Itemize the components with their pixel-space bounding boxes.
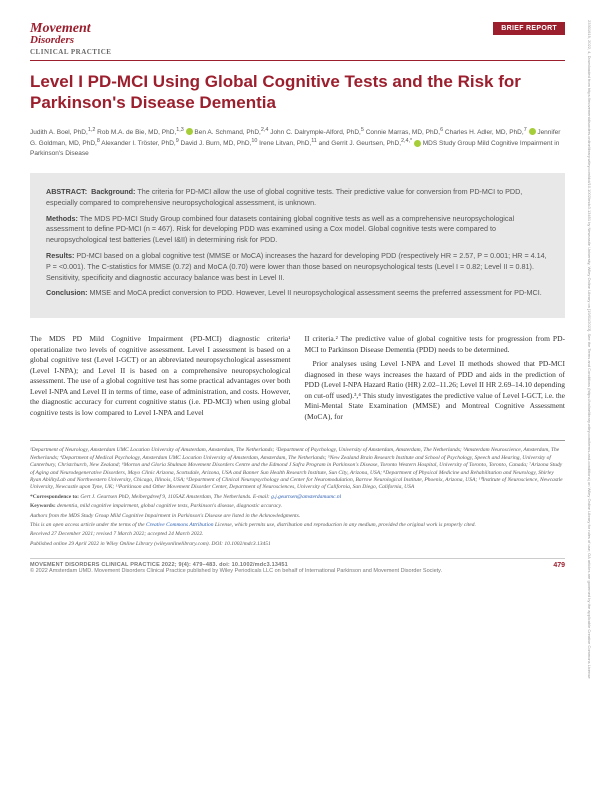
correspondence-label: *Correspondence to: xyxy=(30,494,79,500)
journal-logo-block: Movement Disorders CLINICAL PRACTICE xyxy=(30,22,111,56)
body-col-left: The MDS PD Mild Cognitive Impairment (PD… xyxy=(30,334,291,426)
header-rule xyxy=(30,60,565,61)
article-title: Level I PD-MCI Using Global Cognitive Te… xyxy=(30,71,565,114)
abstract-methods-label: Methods: xyxy=(46,214,78,223)
body-para: The MDS PD Mild Cognitive Impairment (PD… xyxy=(30,334,291,418)
footer-left: MOVEMENT DISORDERS CLINICAL PRACTICE 202… xyxy=(30,562,442,574)
abstract-results: PD-MCI based on a global cognitive test … xyxy=(46,251,547,282)
body-columns: The MDS PD Mild Cognitive Impairment (PD… xyxy=(30,334,565,426)
side-watermark: 23301619, 2022, 4, Downloaded from https… xyxy=(587,20,592,770)
abstract-conclusion-label: Conclusion: xyxy=(46,288,88,297)
header: Movement Disorders CLINICAL PRACTICE BRI… xyxy=(30,22,565,56)
affiliations: ¹Department of Neurology, Amsterdam UMC … xyxy=(30,447,565,492)
license-note: This is an open access article under the… xyxy=(30,522,565,529)
acknowledgment-note: Authors from the MDS Study Group Mild Co… xyxy=(30,513,565,520)
article-type-badge: BRIEF REPORT xyxy=(493,22,565,35)
journal-subtitle: CLINICAL PRACTICE xyxy=(30,48,111,56)
correspondence-text: Gert J. Geurtsen PhD, Meibergdreef 9, 11… xyxy=(80,494,341,500)
body-para: Prior analyses using Level I-NPA and Lev… xyxy=(305,359,566,422)
page-number: 479 xyxy=(553,562,565,574)
orcid-icon xyxy=(529,128,536,135)
footnotes: ¹Department of Neurology, Amsterdam UMC … xyxy=(30,440,565,548)
published-note: Published online 29 April 2022 in Wiley … xyxy=(30,541,565,548)
footer-copyright: © 2022 Amsterdam UMD. Movement Disorders… xyxy=(30,568,442,574)
cc-license-link[interactable]: Creative Commons Attribution xyxy=(146,522,214,528)
orcid-icon xyxy=(186,128,193,135)
orcid-icon xyxy=(414,140,421,147)
abstract-conclusion: MMSE and MoCA predict conversion to PDD.… xyxy=(90,288,542,297)
abstract-methods: The MDS PD-MCI Study Group combined four… xyxy=(46,214,514,245)
correspondence-email[interactable]: g.j.geurtsen@amsterdamumc.nl xyxy=(271,494,341,500)
dates-note: Received 27 December 2021; revised 7 Mar… xyxy=(30,531,565,538)
body-col-right: II criteria.² The predictive value of gl… xyxy=(305,334,566,426)
journal-logo: Movement Disorders xyxy=(30,22,111,46)
abstract-results-label: Results: xyxy=(46,251,74,260)
keywords-text: dementia, mild cognitive impairment, glo… xyxy=(57,503,282,509)
keywords-label: Keywords: xyxy=(30,503,56,509)
abstract-head: ABSTRACT: xyxy=(46,187,87,196)
body-para: II criteria.² The predictive value of gl… xyxy=(305,334,566,355)
abstract-bg-label: Background: xyxy=(91,187,135,196)
page-footer: MOVEMENT DISORDERS CLINICAL PRACTICE 202… xyxy=(30,558,565,574)
author-list: Judith A. Boel, PhD,1,2 Rob M.A. de Bie,… xyxy=(30,126,565,160)
journal-name-2: Disorders xyxy=(30,35,111,46)
abstract-box: ABSTRACT: Background: The criteria for P… xyxy=(30,173,565,318)
